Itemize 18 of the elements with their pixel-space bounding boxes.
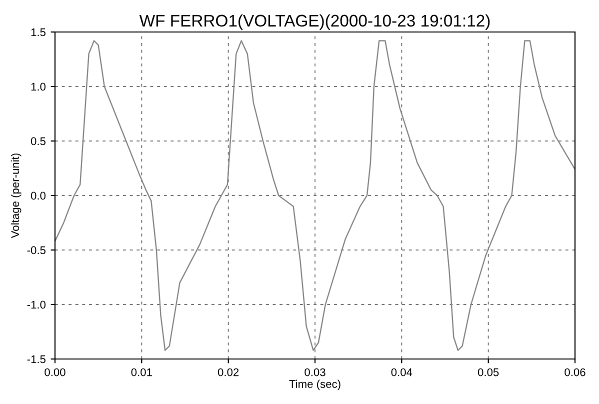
y-tick-label: -1.5 (27, 355, 46, 364)
line-series (55, 40, 575, 351)
x-tick-label: 0.03 (304, 368, 326, 376)
y-tick-label: -1.0 (27, 300, 46, 309)
y-tick-label: 0.5 (30, 137, 46, 146)
y-tick-label: 1.5 (31, 28, 46, 36)
x-tick-label: 0.05 (478, 368, 499, 376)
y-axis-title: Voltage (per-unit) (10, 154, 22, 238)
y-tick-label: 1.0 (31, 82, 46, 91)
x-tick-label: 0.06 (564, 368, 586, 376)
x-tick-label: 0.04 (391, 368, 412, 376)
x-tick-label: 0.01 (131, 368, 152, 376)
y-tick-label: 0.0 (30, 192, 46, 200)
y-tick-label: -0.5 (27, 246, 46, 254)
x-axis-title: Time (sec) (289, 380, 340, 390)
x-tick-label: 0.00 (44, 368, 66, 376)
x-tick-label: 0.02 (218, 368, 239, 376)
chart-title: WF FERRO1(VOLTAGE)(2000-10-23 19:01:12) (139, 14, 490, 30)
